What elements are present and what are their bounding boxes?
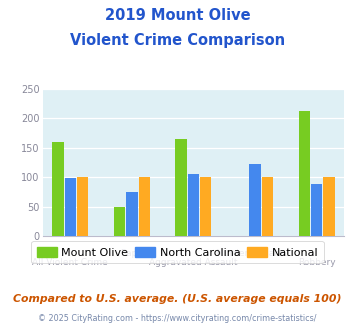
Text: 2019 Mount Olive: 2019 Mount Olive [105, 8, 250, 23]
Bar [262, 177, 273, 236]
Bar [250, 164, 261, 236]
Bar [138, 177, 150, 236]
Text: Robbery: Robbery [298, 258, 335, 267]
Text: Violent Crime Comparison: Violent Crime Comparison [70, 33, 285, 48]
Bar [65, 179, 76, 236]
Bar [114, 207, 125, 236]
Bar [200, 177, 212, 236]
Text: Rape: Rape [120, 249, 143, 258]
Text: © 2025 CityRating.com - https://www.cityrating.com/crime-statistics/: © 2025 CityRating.com - https://www.city… [38, 314, 317, 323]
Bar [299, 112, 310, 236]
Bar [311, 184, 322, 236]
Bar [175, 139, 187, 236]
Bar [77, 177, 88, 236]
Bar [323, 177, 335, 236]
Text: Compared to U.S. average. (U.S. average equals 100): Compared to U.S. average. (U.S. average … [13, 294, 342, 304]
Bar [126, 192, 137, 236]
Legend: Mount Olive, North Carolina, National: Mount Olive, North Carolina, National [32, 241, 323, 263]
Text: All Violent Crime: All Violent Crime [32, 258, 108, 267]
Text: Aggravated Assault: Aggravated Assault [149, 258, 238, 267]
Text: Murder & Mans...: Murder & Mans... [216, 249, 294, 258]
Bar [52, 142, 64, 236]
Bar [188, 174, 199, 236]
